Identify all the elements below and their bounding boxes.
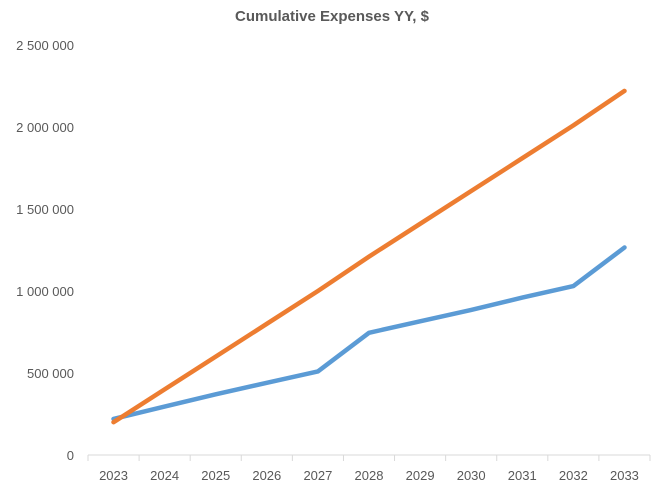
x-tick-label: 2029 [406, 468, 435, 483]
x-tick-label: 2028 [355, 468, 384, 483]
y-tick-label: 2 500 000 [16, 38, 74, 53]
series-layer [111, 88, 627, 425]
x-tick-label: 2030 [457, 468, 486, 483]
x-tick-label: 2023 [99, 468, 128, 483]
y-tick-label: 1 000 000 [16, 284, 74, 299]
x-tick-label: 2031 [508, 468, 537, 483]
x-tick-label: 2026 [252, 468, 281, 483]
x-tick-label: 2027 [303, 468, 332, 483]
series-line-1 [111, 245, 627, 422]
x-tick-label: 2025 [201, 468, 230, 483]
x-tick-label: 2032 [559, 468, 588, 483]
chart-title: Cumulative Expenses YY, $ [235, 8, 429, 25]
y-tick-label: 2 000 000 [16, 120, 74, 135]
x-axis: 2023 2024 2025 2026 2027 2028 2029 2030 2031 2032… [87, 454, 651, 483]
series-line-2 [111, 88, 627, 425]
y-tick-label: 1 500 000 [16, 202, 74, 217]
y-axis-labels: 0 500 000 1 000 000 1 500 000 2 000 000 2 500… [16, 38, 74, 463]
x-tick-label: 2024 [150, 468, 179, 483]
y-tick-label: 500 000 [27, 366, 74, 381]
x-tick-label: 2033 [610, 468, 639, 483]
y-tick-label: 0 [67, 448, 74, 463]
